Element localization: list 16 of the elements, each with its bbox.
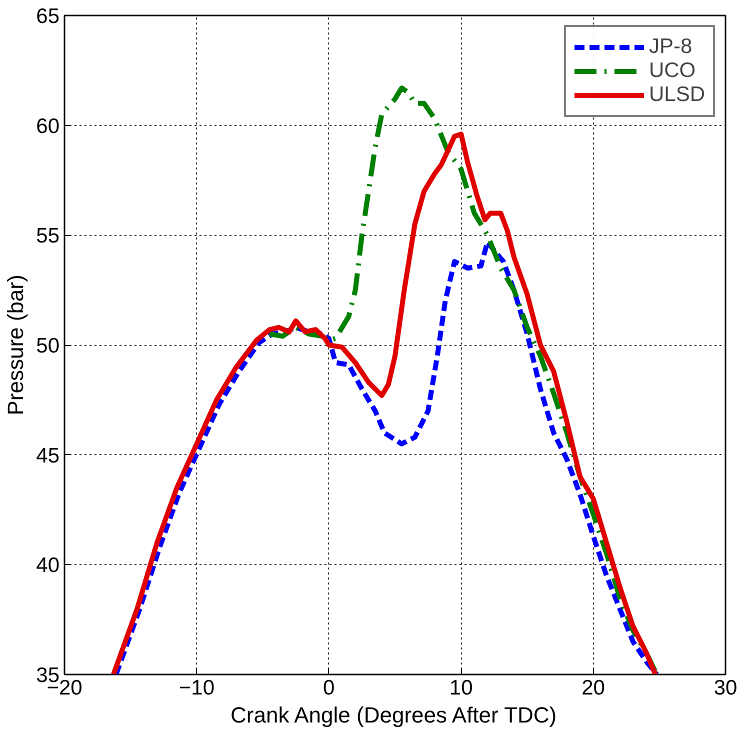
x-tick-label: 30 [714,676,738,700]
y-tick-label: 65 [36,5,60,28]
y-tick-label: 40 [36,554,60,578]
y-axis-title: Pressure (bar) [3,274,28,416]
y-tick-label: 60 [36,114,60,138]
y-tick-label: 55 [36,224,60,248]
x-tick-label: 20 [582,676,605,700]
legend-label: ULSD [648,83,705,107]
x-tick-label: 10 [449,676,473,700]
legend-label: JP-8 [648,35,692,59]
y-tick-label: 50 [36,334,60,358]
x-axis-title: Crank Angle (Degrees After TDC) [230,702,557,728]
x-tick-label: 0 [323,676,335,700]
x-tick-label: −10 [178,676,215,700]
y-tick-label: 45 [36,444,60,468]
legend-label: UCO [648,59,696,83]
